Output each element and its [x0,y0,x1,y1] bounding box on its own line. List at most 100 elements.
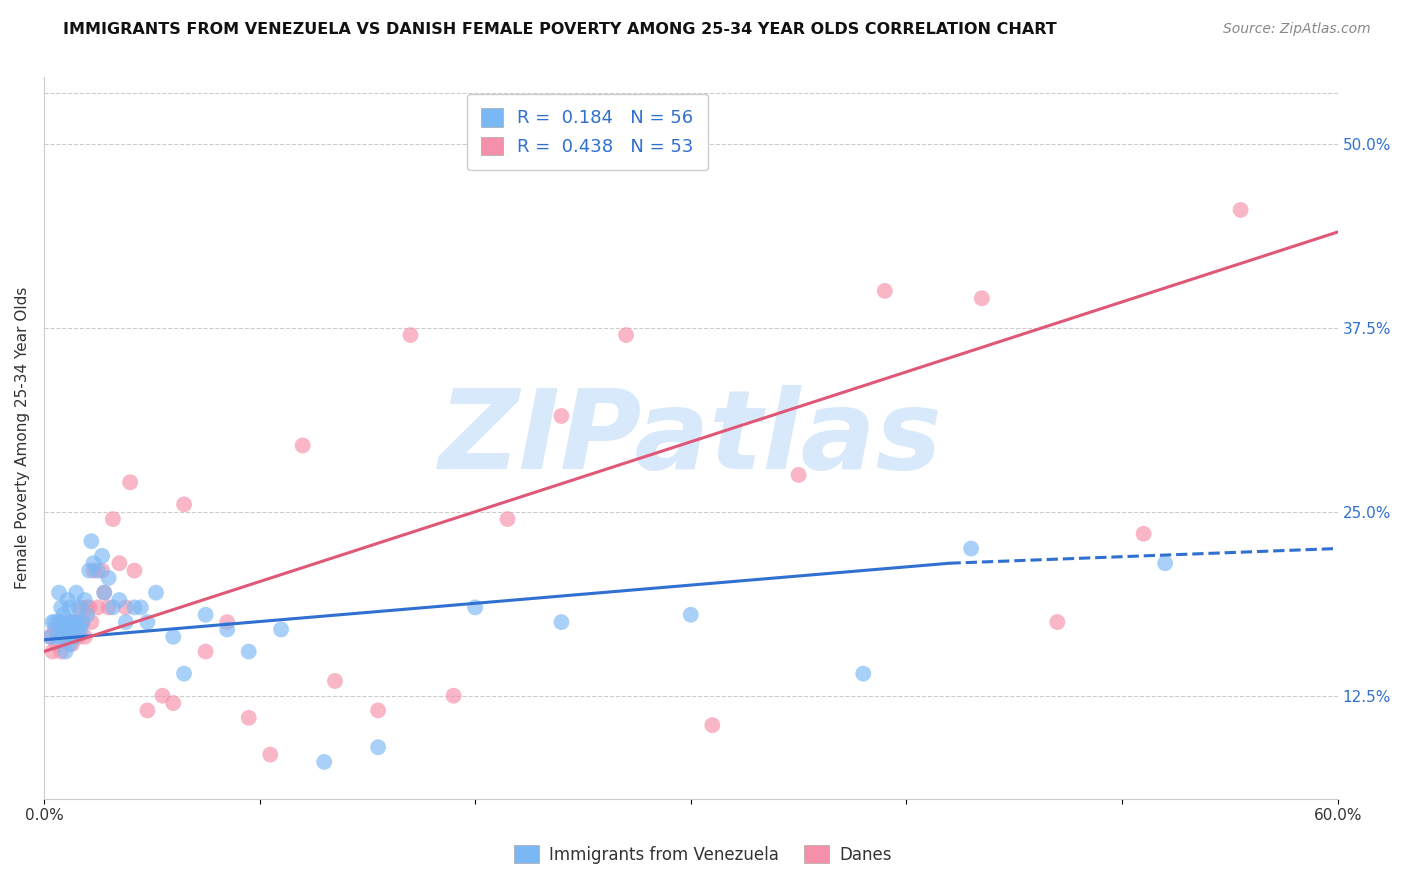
Point [101,600,124,615]
Point [49,600,72,615]
Point [173,497,195,511]
Point [194,644,217,658]
Point [152,689,174,703]
Point [97,571,120,585]
Point [101,512,124,526]
Point [1132,526,1154,541]
Point [48,615,70,629]
Point [91,549,114,563]
Point [65,615,87,629]
Point [1229,202,1251,217]
Point [52,623,75,637]
Point [56,630,79,644]
Point [63,630,86,644]
Point [39,630,62,644]
Point [314,755,336,769]
Point [162,696,184,710]
Point [60,630,83,644]
Point [59,637,82,651]
Text: IMMIGRANTS FROM VENEZUELA VS DANISH FEMALE POVERTY AMONG 25-34 YEAR OLDS CORRELA: IMMIGRANTS FROM VENEZUELA VS DANISH FEMA… [63,22,1057,37]
Point [67,600,90,615]
Point [145,585,167,599]
Point [65,585,87,599]
Point [80,534,103,549]
Point [55,644,77,658]
Point [238,711,260,725]
Point [129,600,152,615]
Point [44,623,66,637]
Point [55,615,77,629]
Point [93,585,115,599]
Point [173,666,195,681]
Text: ZIPatlas: ZIPatlas [439,384,942,491]
Point [120,475,142,490]
Legend: Immigrants from Venezuela, Danes: Immigrants from Venezuela, Danes [508,838,898,871]
Point [56,623,79,637]
Point [679,607,702,622]
Point [80,615,103,629]
Point [49,644,72,658]
Point [52,607,75,622]
Point [87,564,110,578]
Point [44,615,66,629]
Point [87,600,110,615]
Point [1154,556,1177,570]
Point [114,615,136,629]
Point [41,615,63,629]
Point [1046,615,1069,629]
Point [960,541,983,556]
Point [217,615,239,629]
Point [48,615,70,629]
Y-axis label: Female Poverty Among 25-34 Year Olds: Female Poverty Among 25-34 Year Olds [15,287,30,590]
Point [238,644,260,658]
Point [162,630,184,644]
Point [367,703,389,717]
Point [323,673,346,688]
Point [73,593,96,607]
Point [59,600,82,615]
Point [124,564,146,578]
Point [367,740,389,755]
Point [77,564,100,578]
Point [63,615,86,629]
Point [72,615,94,629]
Point [464,600,486,615]
Legend: R =  0.184   N = 56, R =  0.438   N = 53: R = 0.184 N = 56, R = 0.438 N = 53 [467,94,709,170]
Point [41,644,63,658]
Point [259,747,281,762]
Point [614,328,637,343]
Point [82,564,104,578]
Point [82,556,104,570]
Point [496,512,519,526]
Point [114,600,136,615]
Point [63,615,86,629]
Point [60,637,83,651]
Point [69,600,91,615]
Point [76,607,98,622]
Point [76,600,98,615]
Point [443,689,465,703]
Point [873,284,896,298]
Point [45,630,67,644]
Point [59,615,82,629]
Point [291,438,314,452]
Point [73,630,96,644]
Point [97,600,120,615]
Point [970,291,993,305]
Point [45,637,67,651]
Point [91,564,114,578]
Point [77,600,100,615]
Point [124,600,146,615]
Point [136,615,159,629]
Point [49,630,72,644]
Point [55,630,77,644]
Point [550,615,572,629]
Point [72,615,94,629]
Point [702,718,724,732]
Point [39,630,62,644]
Point [67,630,90,644]
Point [60,615,83,629]
Point [65,615,87,629]
Point [108,593,131,607]
Point [136,703,159,717]
